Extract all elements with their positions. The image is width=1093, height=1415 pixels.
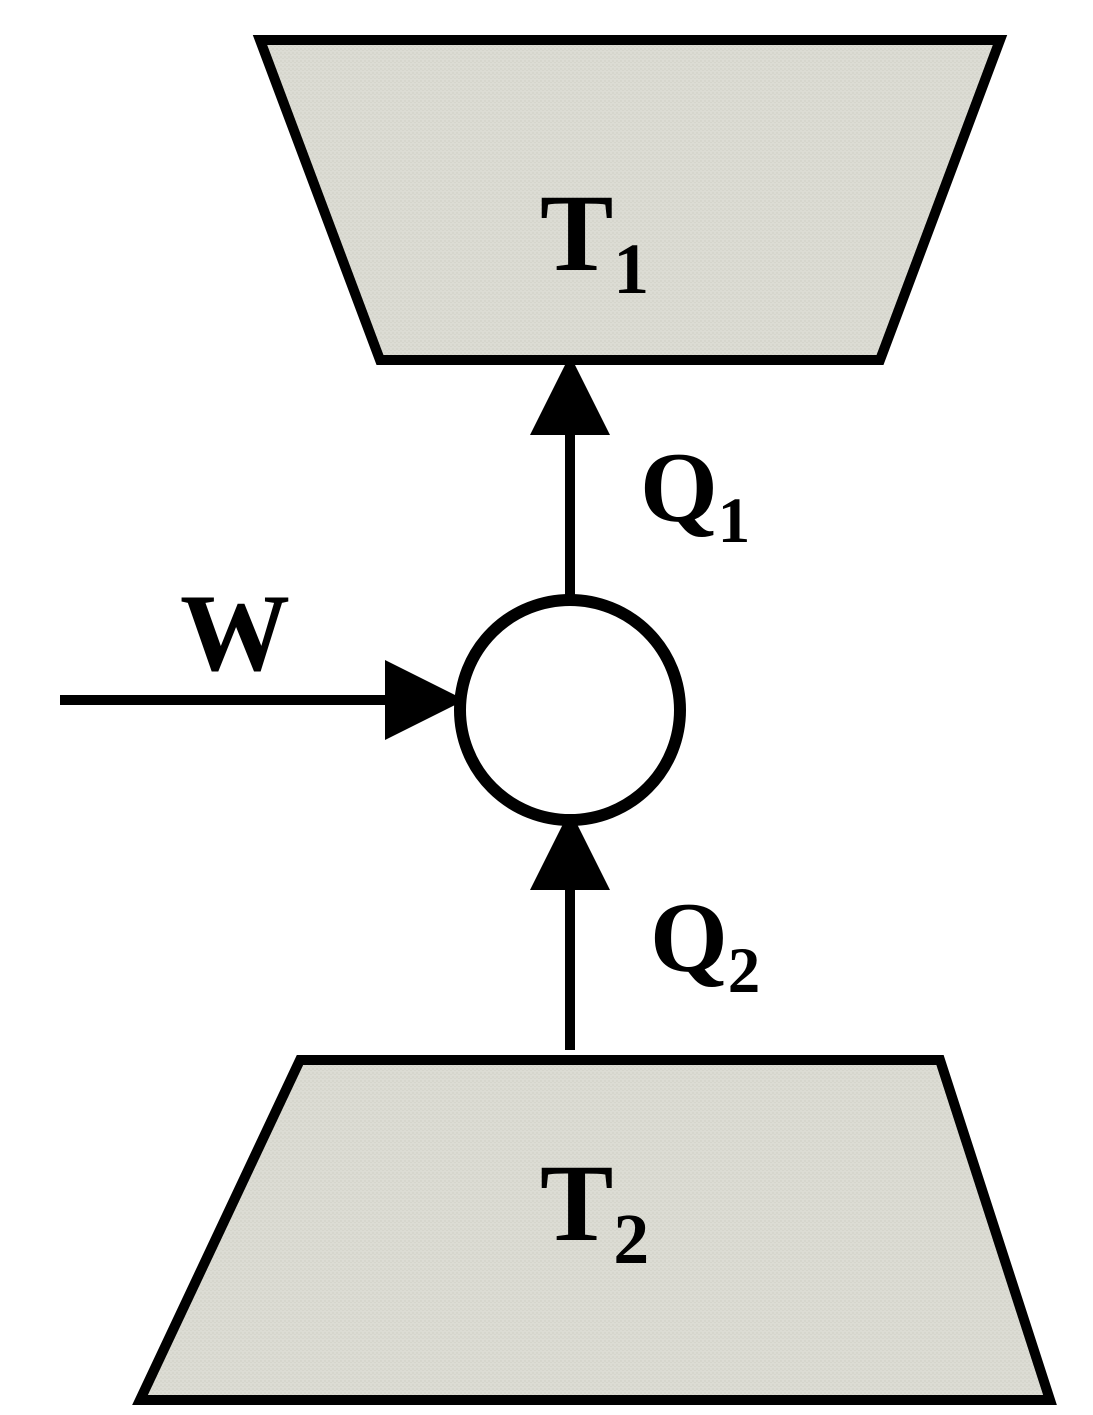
t2-main: T <box>540 1142 613 1264</box>
cold-reservoir-label: T2 <box>540 1140 649 1281</box>
t1-main: T <box>540 172 613 294</box>
t2-sub: 2 <box>613 1200 649 1279</box>
hot-reservoir-label: T1 <box>540 170 649 311</box>
q2-label: Q2 <box>650 880 760 1009</box>
w-text: W <box>180 572 290 694</box>
t1-sub: 1 <box>613 230 649 309</box>
work-label: W <box>180 570 290 697</box>
q1-label: Q1 <box>640 430 750 559</box>
engine-circle <box>460 600 680 820</box>
q2-sub: 2 <box>728 935 761 1007</box>
diagram-container: T1 T2 Q1 Q2 W <box>0 0 1093 1415</box>
q1-main: Q <box>640 432 718 543</box>
q2-main: Q <box>650 882 728 993</box>
q1-sub: 1 <box>718 485 751 557</box>
